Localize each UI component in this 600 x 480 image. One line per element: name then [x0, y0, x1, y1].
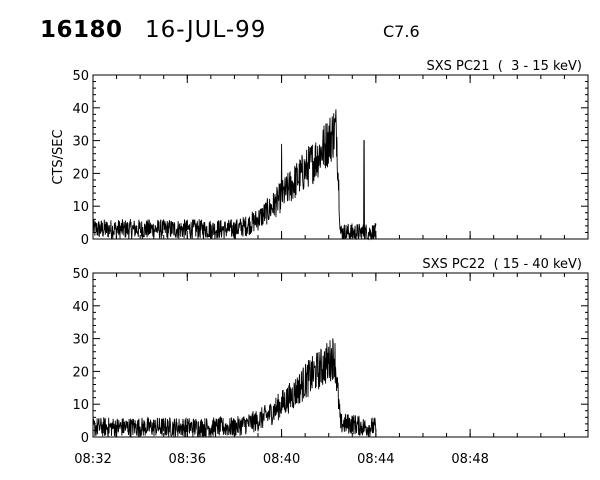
x-tick-label: 08:40	[263, 452, 300, 467]
y-tick-label: 20	[72, 167, 89, 182]
y-tick-label: 50	[72, 69, 89, 84]
y-tick-label: 10	[72, 200, 89, 215]
y-tick-label: 40	[72, 300, 89, 315]
y-tick-label: 30	[72, 333, 89, 348]
y-tick-label: 0	[81, 233, 89, 248]
plot-frame-1	[92, 74, 589, 240]
x-tick-label: 08:44	[357, 452, 394, 467]
y-tick-label: 10	[72, 398, 89, 413]
flare-class: C7.6	[383, 22, 420, 41]
x-tick-label: 08:36	[169, 452, 206, 467]
event-id: 16180	[40, 17, 123, 43]
y-axis-label: CTS/SEC	[51, 129, 66, 184]
panel-title-1: SXS PC21 ( 3 - 15 keV)	[426, 59, 582, 74]
series-line-2	[92, 338, 377, 438]
y-tick-label: 50	[72, 267, 89, 282]
panel-title-2: SXS PC22 ( 15 - 40 keV)	[422, 257, 582, 272]
y-tick-label: 20	[72, 365, 89, 380]
event-date: 16-JUL-99	[145, 17, 267, 43]
y-tick-label: 0	[81, 431, 89, 446]
series-line-1	[92, 109, 377, 241]
x-tick-label: 08:48	[451, 452, 488, 467]
y-tick-label: 30	[72, 135, 89, 150]
plot-frame-2	[92, 272, 589, 438]
x-tick-label: 08:32	[74, 452, 111, 467]
y-tick-label: 40	[72, 102, 89, 117]
